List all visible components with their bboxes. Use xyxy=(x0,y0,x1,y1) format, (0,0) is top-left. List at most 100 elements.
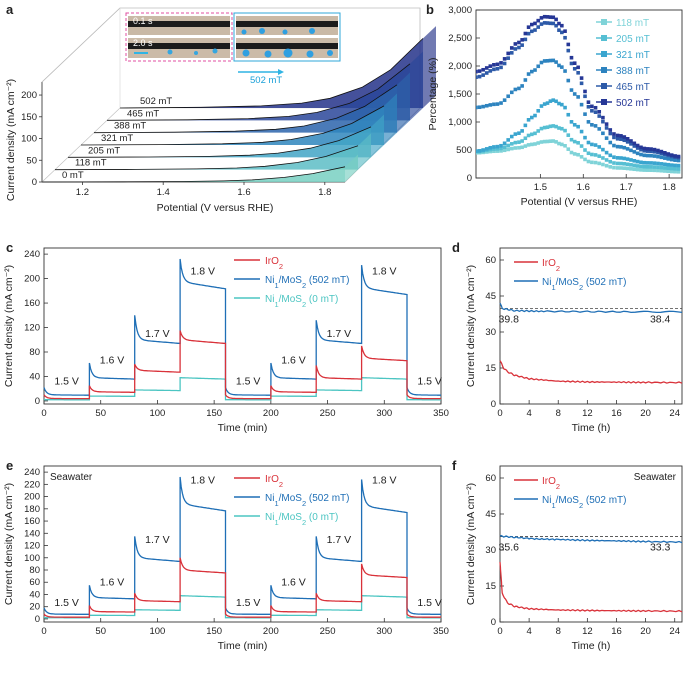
x-tick-label: 100 xyxy=(149,408,165,419)
voltage-step-label: 1.8 V xyxy=(372,474,397,486)
y-tick-label: 200 xyxy=(24,492,40,503)
data-marker xyxy=(629,139,633,143)
data-marker xyxy=(659,151,664,156)
data-marker xyxy=(622,166,627,170)
series-group xyxy=(476,14,681,174)
y-tick-label: 0 xyxy=(491,399,496,410)
data-marker xyxy=(676,154,681,159)
data-marker xyxy=(529,69,534,74)
data-marker xyxy=(625,147,630,151)
data-marker xyxy=(656,154,660,159)
data-marker xyxy=(477,74,482,79)
data-marker xyxy=(502,145,507,149)
voltage-step-label: 1.5 V xyxy=(417,376,442,388)
data-marker xyxy=(566,147,571,151)
data-marker xyxy=(669,166,674,171)
x-tick-label: 4 xyxy=(526,408,531,419)
panel-f-seawater-stability: 0 4 8 12 16 20 24 0 15 30 45 60 Time (h) Current dens… xyxy=(465,465,683,652)
data-marker xyxy=(526,31,531,36)
y-tick-label: 30 xyxy=(485,545,496,556)
data-marker xyxy=(481,104,485,109)
x-tick-label: 0 xyxy=(41,626,46,637)
data-marker xyxy=(548,21,553,26)
field-label: 118 mT xyxy=(75,158,107,169)
data-marker xyxy=(520,129,524,133)
x-tick-label: 12 xyxy=(582,626,593,637)
data-marker xyxy=(676,163,681,168)
data-marker xyxy=(495,67,500,71)
waterfall-curve xyxy=(41,166,346,183)
data-marker xyxy=(663,156,667,160)
data-marker xyxy=(612,132,616,136)
data-marker xyxy=(557,28,561,32)
data-marker xyxy=(583,157,587,162)
data-marker xyxy=(539,126,544,131)
data-marker xyxy=(586,104,591,109)
data-marker xyxy=(615,144,620,149)
waterfall-curve xyxy=(80,105,385,146)
y-tick-label: 45 xyxy=(485,291,496,302)
data-marker xyxy=(615,166,620,170)
data-marker xyxy=(649,153,653,158)
x-tick-label: 1.2 xyxy=(76,187,89,198)
data-marker xyxy=(545,21,550,25)
legend-label: IrO2 xyxy=(265,256,283,271)
y-tick-label: 240 xyxy=(24,249,40,260)
x-tick-label: 50 xyxy=(95,408,106,419)
x-tick-label: 150 xyxy=(206,626,222,637)
data-marker xyxy=(526,118,531,122)
x-axis-label: Time (min) xyxy=(218,640,268,652)
data-marker xyxy=(492,149,496,154)
data-marker xyxy=(579,81,584,86)
data-marker xyxy=(523,78,528,82)
field-label: 321 mT xyxy=(101,133,133,144)
data-marker xyxy=(601,115,605,120)
data-marker xyxy=(520,43,524,47)
data-marker xyxy=(495,149,500,153)
data-marker xyxy=(576,95,580,99)
data-marker xyxy=(652,154,657,158)
data-marker xyxy=(572,152,577,156)
data-marker xyxy=(590,142,594,147)
x-tick-label: 8 xyxy=(556,408,561,419)
data-marker xyxy=(499,101,503,105)
data-marker xyxy=(635,167,640,172)
data-marker xyxy=(566,133,571,137)
x-axis-label: Time (h) xyxy=(572,422,611,434)
data-marker xyxy=(629,167,633,171)
data-marker xyxy=(632,150,637,154)
data-marker xyxy=(639,152,643,157)
y-tick-label: 45 xyxy=(485,509,496,520)
data-marker xyxy=(583,148,587,152)
data-marker xyxy=(484,66,489,70)
data-marker xyxy=(548,124,553,129)
x-tick-label: 8 xyxy=(556,626,561,637)
data-marker xyxy=(523,136,528,141)
legend-label: Ni1/MoS2 (502 mT) xyxy=(542,495,626,510)
y-tick-label: 1,000 xyxy=(448,117,472,128)
data-marker xyxy=(593,124,598,128)
data-marker xyxy=(569,137,574,142)
data-marker xyxy=(526,133,531,138)
legend-marker xyxy=(601,99,607,105)
data-marker xyxy=(590,152,594,157)
series-line xyxy=(499,561,683,613)
y-tick-label: 0 xyxy=(32,177,37,188)
legend-label: 205 mT xyxy=(616,34,650,45)
data-marker xyxy=(608,131,613,136)
x-tick-label: 300 xyxy=(376,626,392,637)
data-marker xyxy=(597,127,602,131)
data-marker xyxy=(513,132,518,136)
data-marker xyxy=(557,63,561,68)
data-marker xyxy=(560,102,564,107)
data-marker xyxy=(590,109,594,113)
data-marker xyxy=(517,86,521,91)
frame-time-label: 2.0 s xyxy=(133,38,153,48)
waterfall-ribbon-side xyxy=(397,72,410,133)
data-marker xyxy=(666,162,671,167)
data-marker xyxy=(622,162,627,166)
waterfall-curve xyxy=(54,145,359,171)
data-marker xyxy=(645,165,650,169)
data-marker xyxy=(608,140,613,145)
data-marker xyxy=(669,157,674,162)
